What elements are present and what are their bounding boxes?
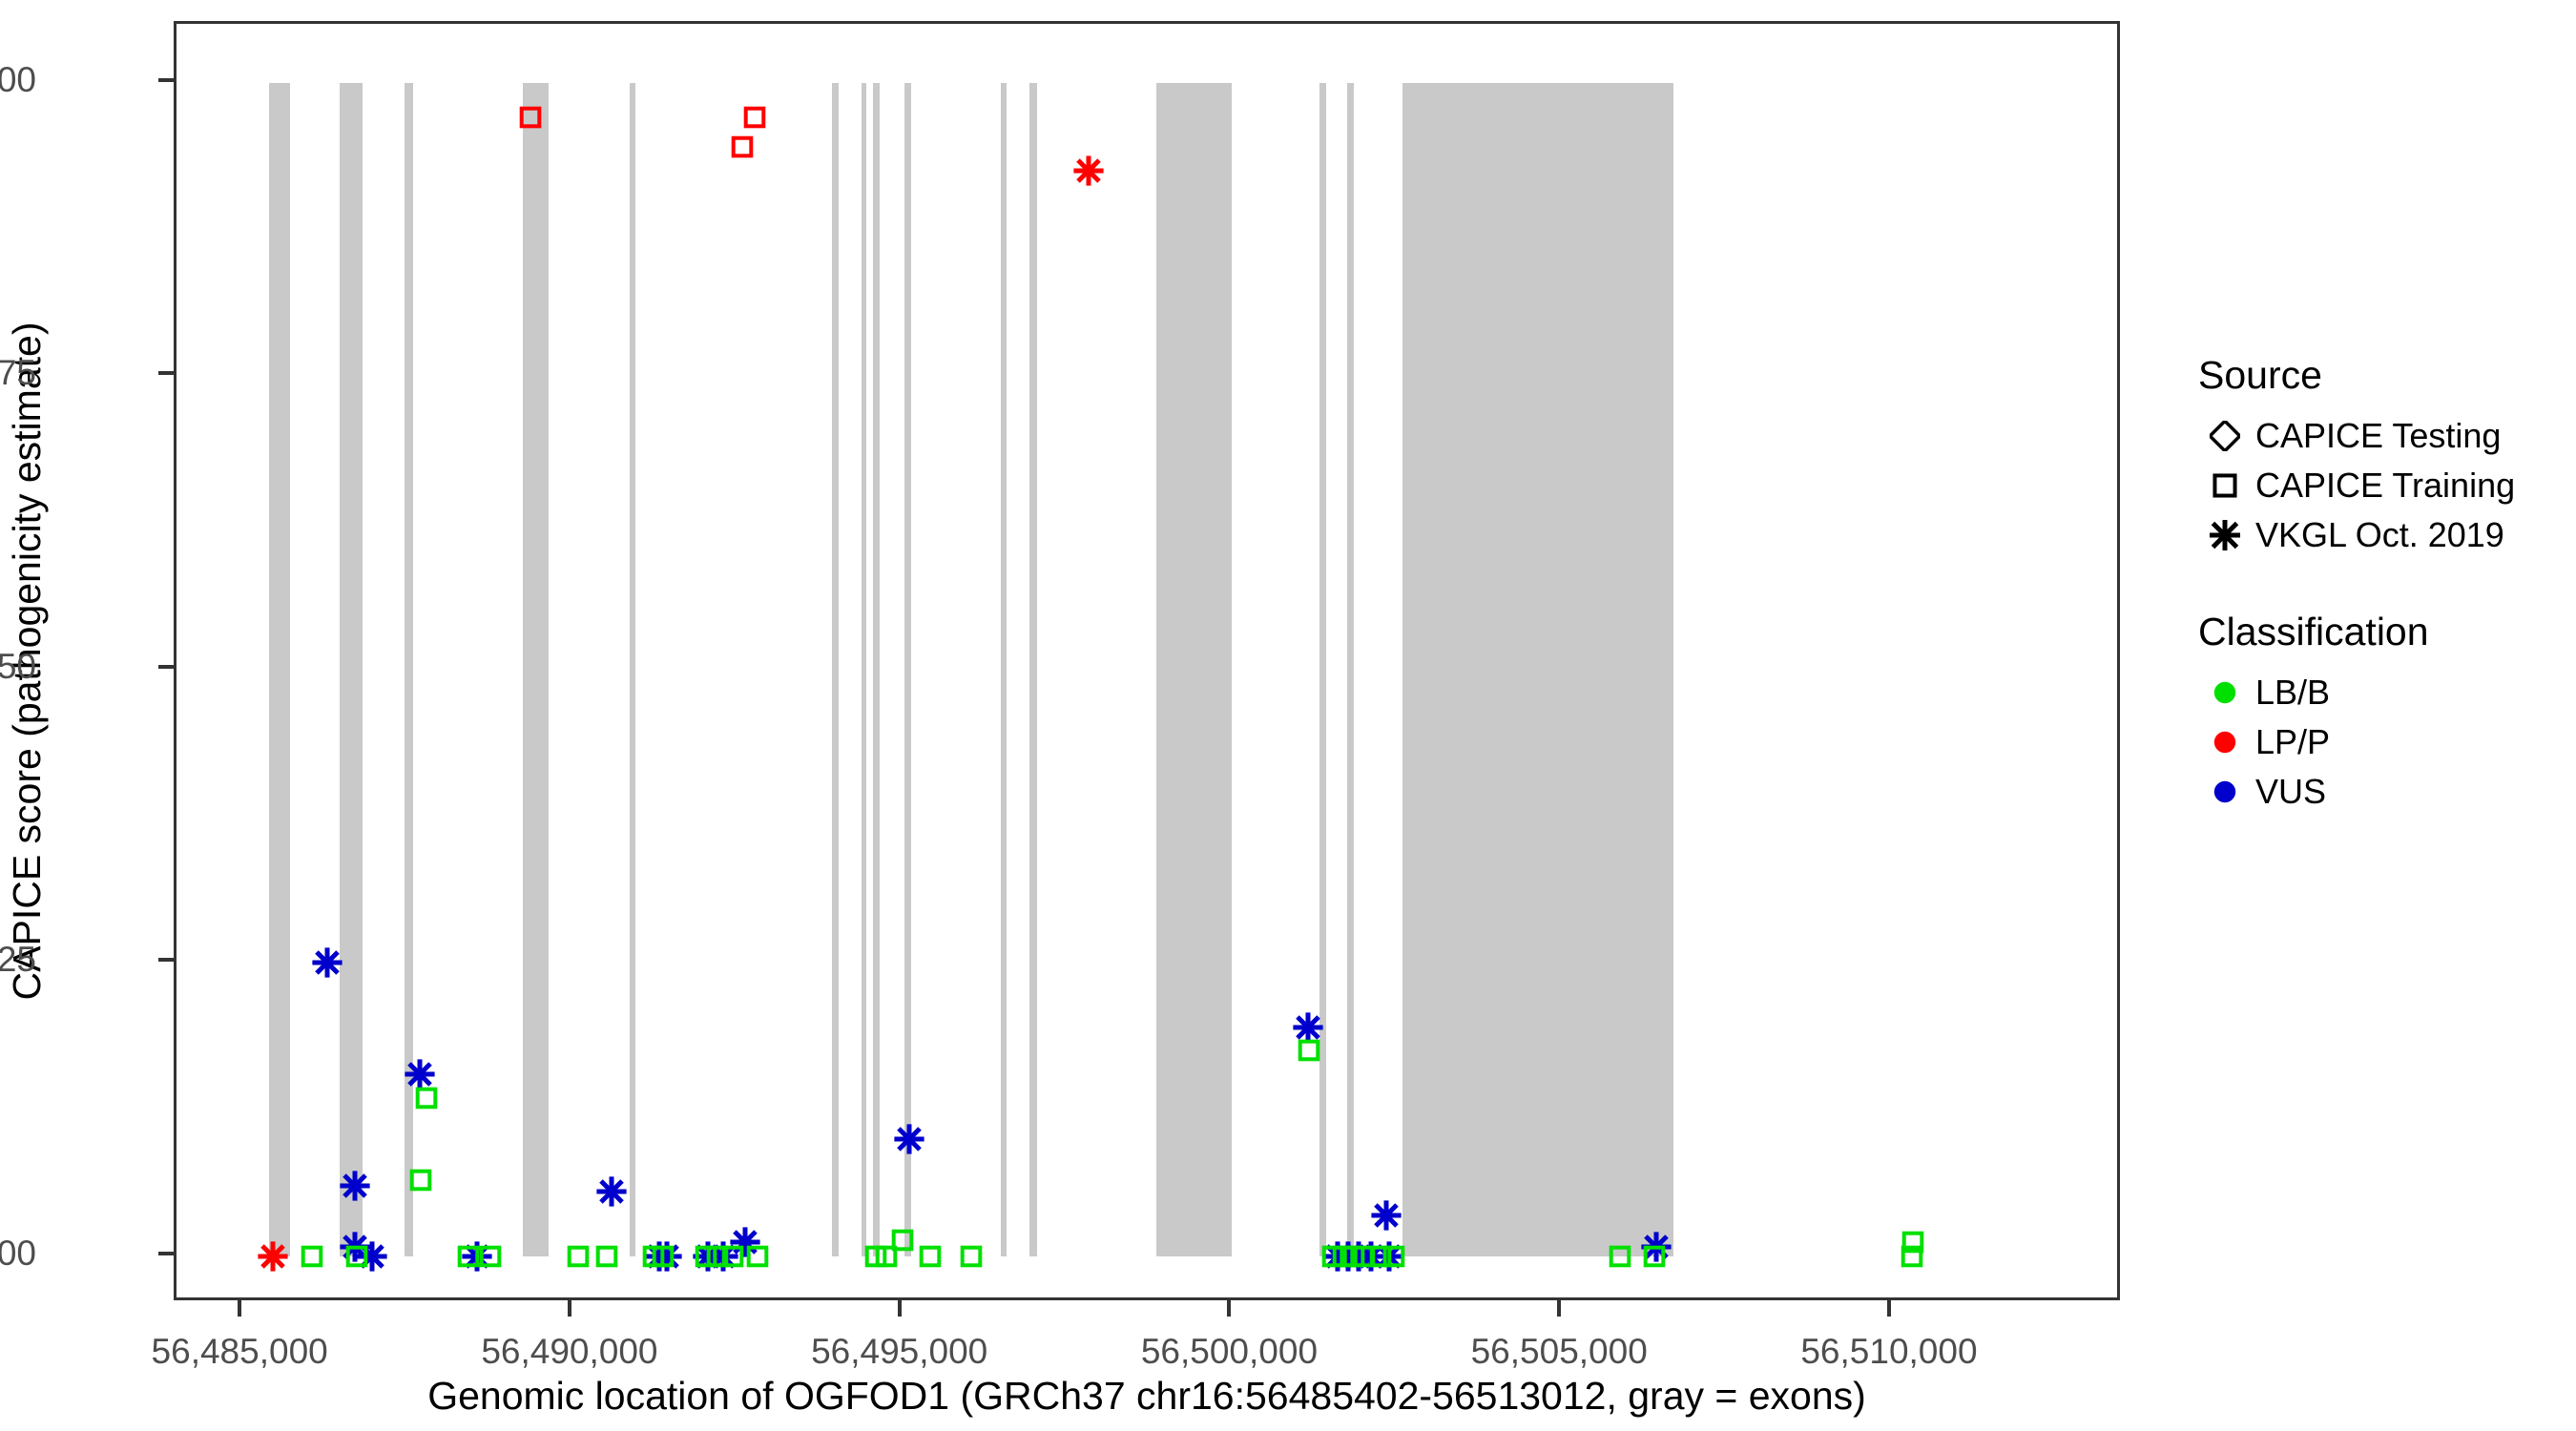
circle-filled-icon [2194, 727, 2255, 757]
square-open-icon [2194, 470, 2255, 501]
classification-legend: Classification LB/B LP/P VUS [2194, 610, 2557, 817]
exon-bar [1402, 82, 1674, 1256]
exon-bar [861, 82, 867, 1256]
circle-filled-icon [2194, 777, 2255, 807]
legend-item-label: CAPICE Training [2255, 466, 2516, 505]
legend-item-label: LB/B [2255, 673, 2331, 712]
legend-item-label: LP/P [2255, 722, 2331, 761]
y-tick-label: 0.75 [0, 353, 36, 393]
x-tick-mark [1557, 1300, 1562, 1317]
exon-bar [1347, 82, 1354, 1256]
legend-item-label: VUS [2255, 772, 2327, 811]
legend-item[interactable]: LP/P [2194, 717, 2557, 767]
x-tick-label: 56,490,000 [481, 1332, 658, 1371]
x-tick-mark [1227, 1300, 1232, 1317]
legend-title: Classification [2198, 610, 2429, 653]
x-tick-label: 56,500,000 [1140, 1332, 1319, 1371]
plot-area [177, 24, 2117, 1297]
legend-item[interactable]: CAPICE Training [2194, 461, 2557, 510]
diamond-open-icon [2194, 421, 2255, 451]
y-tick-mark [158, 77, 174, 82]
y-tick-mark [158, 664, 174, 669]
x-tick-label: 56,505,000 [1470, 1332, 1648, 1371]
x-tick-label: 56,495,000 [811, 1332, 988, 1371]
exon-bar [340, 82, 363, 1256]
exon-bar [1001, 82, 1007, 1256]
exon-bar [630, 82, 636, 1256]
y-tick-mark [158, 371, 174, 376]
plot-panel [174, 21, 2120, 1300]
legend-title: Source [2198, 353, 2322, 397]
x-tick-label: 56,485,000 [151, 1332, 328, 1371]
y-tick-mark [158, 1251, 174, 1255]
legend-item[interactable]: VKGL Oct. 2019 [2194, 510, 2557, 560]
x-tick-mark [567, 1300, 571, 1317]
x-axis-title: Genomic location of OGFOD1 (GRCh37 chr16… [427, 1374, 1866, 1418]
exon-bar [268, 82, 290, 1256]
legend-item[interactable]: LB/B [2194, 668, 2557, 717]
exon-bar [523, 82, 550, 1256]
source-legend: Source CAPICE Testing CAPICE Training VKGL … [2194, 353, 2557, 560]
exon-bar [1029, 82, 1037, 1256]
exon-bar [1155, 82, 1233, 1256]
circle-filled-icon [2194, 677, 2255, 708]
x-tick-mark [1886, 1300, 1891, 1317]
x-tick-mark [238, 1300, 242, 1317]
exon-bar [904, 82, 912, 1256]
exon-bar [1319, 82, 1326, 1256]
exon-bar [404, 82, 414, 1256]
x-tick-mark [897, 1300, 902, 1317]
y-tick-label: 0.25 [0, 940, 36, 980]
legend-item-label: VKGL Oct. 2019 [2255, 515, 2504, 554]
chart-legend: Source CAPICE Testing CAPICE Training VKGL … [2194, 353, 2557, 866]
legend-item-label: CAPICE Testing [2255, 416, 2502, 455]
legend-item[interactable]: VUS [2194, 767, 2557, 817]
x-tick-label: 56,510,000 [1800, 1332, 1978, 1371]
exon-bar [873, 82, 881, 1256]
y-tick-label: 0.00 [0, 1233, 36, 1273]
y-tick-label: 1.00 [0, 59, 36, 99]
asterisk-icon [2194, 520, 2255, 550]
y-tick-label: 0.50 [0, 646, 36, 686]
exon-bar [831, 82, 839, 1256]
legend-item[interactable]: CAPICE Testing [2194, 411, 2557, 461]
y-tick-mark [158, 958, 174, 963]
